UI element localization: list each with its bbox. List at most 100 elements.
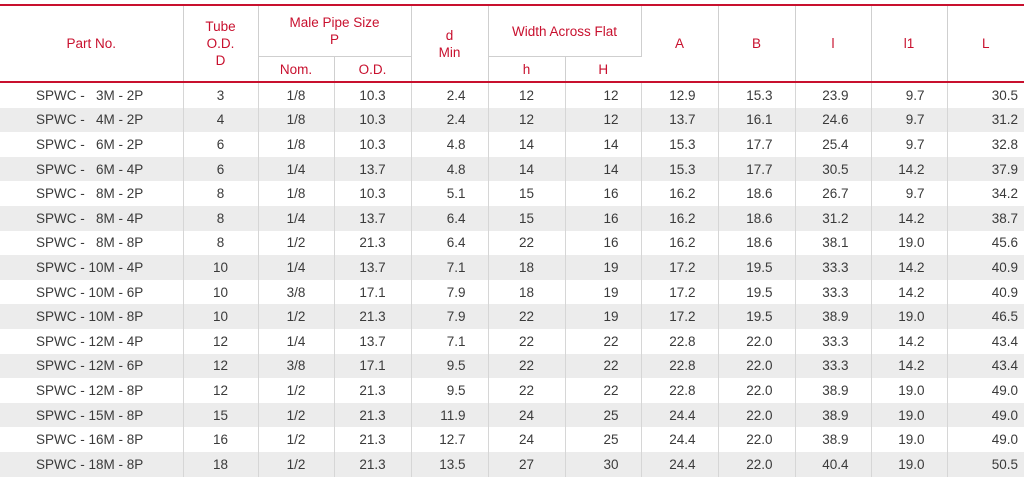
cell-l: 33.3 [795, 328, 872, 354]
cell-L: 37.9 [947, 156, 1024, 182]
cell-a: 16.2 [641, 230, 719, 256]
cell-d-min: 7.1 [411, 255, 489, 280]
header-b: B [718, 5, 796, 83]
cell-l: 33.3 [795, 279, 872, 305]
header-h: h [488, 56, 566, 83]
cell-l1: 19.0 [871, 427, 948, 452]
cell-tube-od: 10 [183, 255, 259, 280]
cell-H: 25 [565, 427, 642, 452]
cell-part-no: SPWC - 4M - 2P [0, 107, 184, 133]
cell-h: 12 [488, 82, 566, 108]
cell-tube-od: 6 [183, 156, 259, 182]
cell-l1: 19.0 [871, 230, 948, 256]
cell-d-min: 12.7 [411, 427, 489, 452]
cell-H: 30 [565, 451, 642, 477]
cell-l1: 14.2 [871, 255, 948, 280]
cell-H: 12 [565, 107, 642, 133]
cell-L: 43.4 [991, 333, 1019, 349]
cell-b: 16.1 [718, 107, 796, 133]
cell-d-min: 7.1 [411, 328, 489, 354]
cell-b: 22.0 [718, 328, 796, 354]
cell-part-no: SPWC - 6M - 4P [0, 156, 184, 182]
cell-d-min: 9.5 [411, 353, 489, 379]
cell-H: 22 [565, 378, 642, 403]
cell-d-min: 6.4 [411, 205, 489, 231]
table-row: SPWC - 18M - 8P 18 1/2 21.3 13.5 27 30 2… [0, 451, 1024, 477]
cell-l1: 14.2 [871, 205, 948, 231]
cell-od: 13.7 [334, 156, 412, 182]
cell-a: 24.4 [641, 402, 719, 428]
cell-l1: 9.7 [871, 107, 948, 133]
cell-nom: 1/4 [258, 328, 335, 354]
header-male-pipe-size-line1: Male Pipe Size [289, 15, 380, 30]
header-tube-od-line1: Tube [205, 19, 236, 34]
cell-a: 16.2 [641, 205, 719, 231]
cell-H: 12 [565, 82, 642, 108]
cell-tube-od: 16 [183, 427, 259, 452]
cell-a: 17.2 [641, 304, 719, 329]
cell-h: 22 [488, 230, 566, 256]
cell-od: 21.3 [334, 230, 412, 256]
cell-tube-od: 15 [183, 402, 259, 428]
cell-H: 25 [565, 402, 642, 428]
cell-b: 17.7 [718, 156, 796, 182]
table-body: SPWC - 3M - 2P 3 1/8 10.3 2.4 12 12 12.9… [0, 82, 1024, 477]
cell-L: 43.4 [947, 353, 1024, 379]
header-d-min-line2: Min [438, 44, 461, 60]
cell-h: 15 [488, 205, 566, 231]
cell-nom: 1/8 [258, 181, 335, 206]
cell-part-no: SPWC - 12M - 4P [0, 328, 184, 354]
cell-h: 14 [488, 132, 566, 157]
cell-l: 33.3 [795, 255, 872, 280]
cell-tube-od: 18 [183, 451, 259, 477]
cell-H: 22 [565, 353, 642, 379]
cell-l1: 19.0 [871, 451, 948, 477]
cell-H: 14 [565, 132, 642, 157]
header-tube-od-line2: O.D. [206, 36, 235, 51]
cell-nom: 1/8 [258, 107, 335, 133]
cell-tube-od: 8 [183, 181, 259, 206]
cell-l1: 9.7 [871, 82, 948, 108]
header-tube-od: Tube O.D. D [183, 5, 259, 83]
cell-d-min: 2.4 [411, 82, 489, 108]
cell-tube-od: 10 [183, 279, 259, 305]
cell-part-no: SPWC - 8M - 4P [0, 205, 184, 231]
cell-b: 18.6 [718, 205, 796, 231]
cell-od: 21.3 [334, 402, 412, 428]
cell-H: 16 [565, 205, 642, 231]
cell-part-no: SPWC - 10M - 6P [0, 279, 184, 305]
cell-b: 22.0 [718, 378, 796, 403]
cell-L: 49.0 [991, 382, 1019, 398]
cell-b: 22.0 [718, 402, 796, 428]
cell-L: 31.2 [947, 107, 1024, 133]
cell-b: 18.6 [718, 181, 796, 206]
cell-nom: 1/2 [258, 304, 335, 329]
header-H: H [565, 56, 642, 83]
table-row: SPWC - 12M - 4P 12 1/4 13.7 7.1 22 22 22… [0, 328, 1024, 354]
cell-part-no: SPWC - 12M - 6P [0, 353, 184, 379]
cell-a: 16.2 [641, 181, 719, 206]
cell-nom: 1/2 [258, 427, 335, 452]
cell-l1: 19.0 [871, 304, 948, 329]
cell-b: 19.5 [718, 279, 796, 305]
cell-L: 50.5 [947, 451, 1024, 477]
cell-b: 19.5 [718, 304, 796, 329]
cell-tube-od: 8 [183, 230, 259, 256]
cell-H: 14 [565, 156, 642, 182]
cell-h: 22 [488, 304, 566, 329]
table-row: SPWC - 8M - 2P 8 1/8 10.3 5.1 15 16 16.2… [0, 181, 1024, 206]
cell-a: 22.8 [641, 328, 719, 354]
cell-l1: 14.2 [871, 353, 948, 379]
cell-l1: 14.2 [871, 279, 948, 305]
cell-d-min: 4.8 [411, 132, 489, 157]
header-l: l [795, 5, 872, 83]
cell-part-no: SPWC - 8M - 2P [0, 181, 184, 206]
cell-h: 15 [488, 181, 566, 206]
cell-d-min: 5.1 [411, 181, 489, 206]
cell-d-min: 9.5 [411, 378, 489, 403]
cell-L: 49.0 [947, 402, 1024, 428]
cell-d-min: 13.5 [411, 451, 489, 477]
cell-od: 17.1 [334, 353, 412, 379]
cell-h: 22 [488, 353, 566, 379]
header-d-min-line1: d [445, 27, 454, 43]
